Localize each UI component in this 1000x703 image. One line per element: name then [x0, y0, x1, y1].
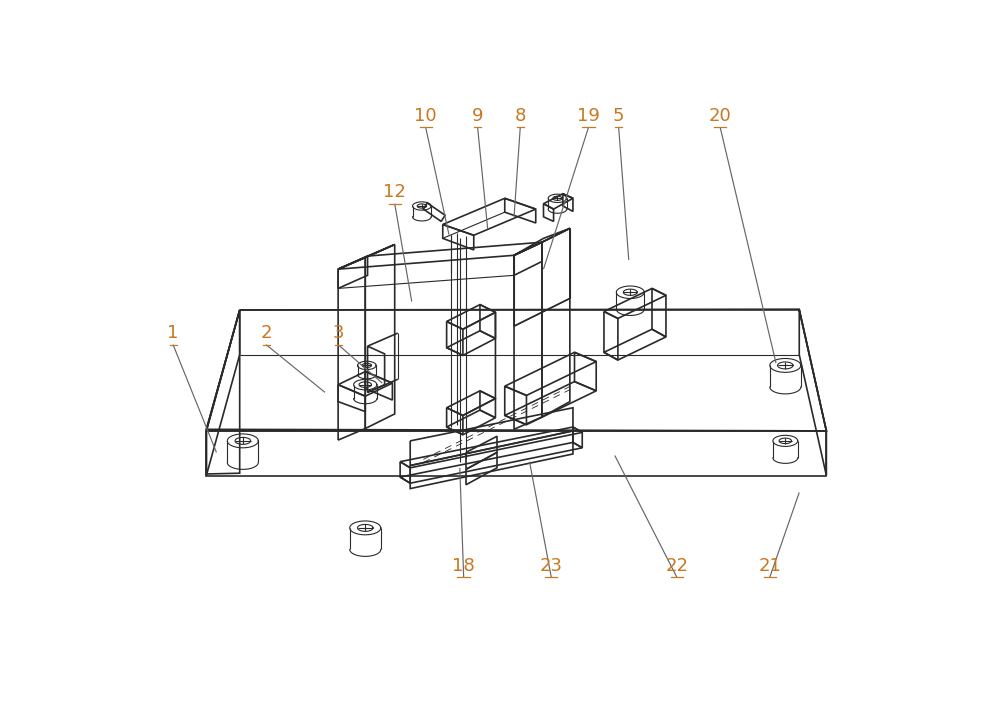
Text: 8: 8 [515, 107, 526, 125]
Text: 18: 18 [452, 557, 475, 575]
Text: 19: 19 [577, 107, 600, 125]
Text: 12: 12 [383, 183, 406, 201]
Text: 1: 1 [167, 324, 179, 342]
Text: 3: 3 [332, 324, 344, 342]
Text: 2: 2 [260, 324, 272, 342]
Text: 23: 23 [540, 557, 563, 575]
Text: 10: 10 [414, 107, 437, 125]
Text: 22: 22 [665, 557, 688, 575]
Text: 9: 9 [472, 107, 483, 125]
Text: 5: 5 [613, 107, 624, 125]
Text: 21: 21 [758, 557, 781, 575]
Text: 20: 20 [709, 107, 732, 125]
